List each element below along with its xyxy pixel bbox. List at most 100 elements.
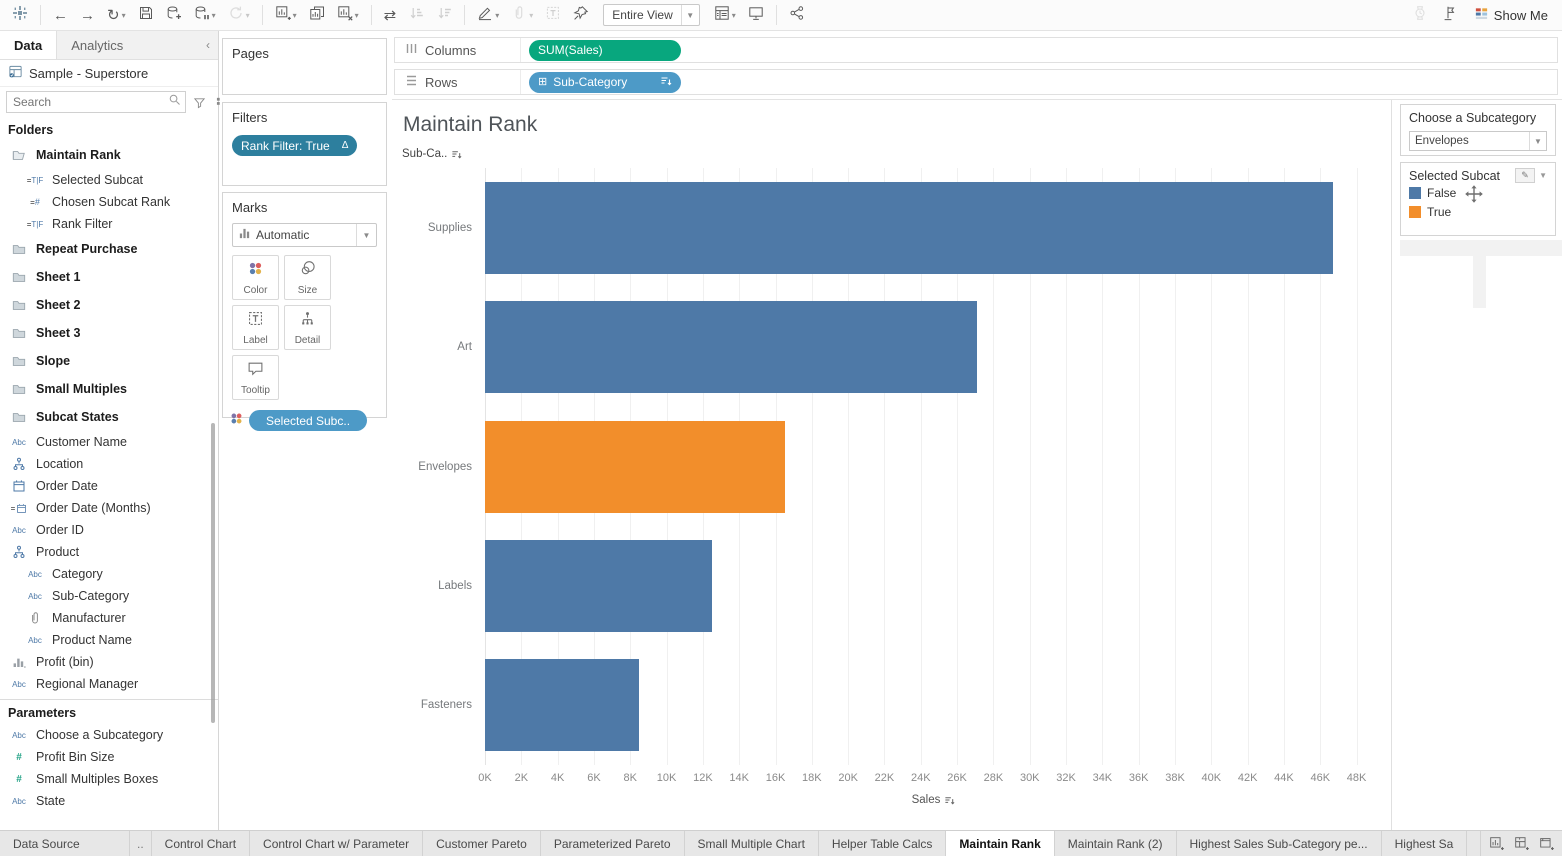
row-label-supplies[interactable]: Supplies <box>427 221 472 234</box>
sheet-tab-highest-sa[interactable]: Highest Sa <box>1381 831 1468 856</box>
highlight-icon[interactable]: ▾ <box>471 2 505 28</box>
sheet-tab-data-source[interactable]: Data Source <box>0 831 130 856</box>
filter-fields-icon[interactable] <box>190 96 209 109</box>
field-selected-subcat[interactable]: =T|F Selected Subcat <box>0 169 218 191</box>
field-product[interactable]: Product <box>0 541 218 563</box>
save-icon[interactable] <box>132 2 160 28</box>
chevron-down-icon[interactable]: ▾ <box>354 10 359 20</box>
show-mark-labels-icon[interactable] <box>539 2 567 28</box>
row-label-envelopes[interactable]: Envelopes <box>418 460 472 473</box>
field-profit-bin-[interactable]: Profit (bin) <box>0 651 218 673</box>
search-box[interactable] <box>6 91 186 113</box>
chevron-down-icon[interactable]: ▾ <box>292 10 297 20</box>
columns-shelf[interactable]: Columns SUM(Sales) <box>394 37 1558 63</box>
field-customer-name[interactable]: Abc Customer Name <box>0 431 218 453</box>
parameter-state[interactable]: Abc State <box>0 790 218 812</box>
field-order-date-months-[interactable]: = Order Date (Months) <box>0 497 218 519</box>
chevron-down-icon[interactable]: ▾ <box>529 10 534 20</box>
chevron-down-icon[interactable]: ▼ <box>1529 132 1546 150</box>
chevron-down-icon[interactable]: ▼ <box>356 224 376 246</box>
flag-icon[interactable] <box>1434 2 1462 28</box>
new-story-tab-icon[interactable] <box>1535 831 1558 856</box>
group-members-icon[interactable]: ▾ <box>505 2 539 28</box>
new-worksheet-icon[interactable]: ▾ <box>269 2 303 28</box>
presentation-mode-icon[interactable] <box>742 2 770 28</box>
pause-auto-updates-icon[interactable]: ▾ <box>188 2 222 28</box>
field-slope[interactable]: Slope <box>0 347 218 375</box>
field-manufacturer[interactable]: Manufacturer <box>0 607 218 629</box>
rows-shelf[interactable]: Rows ⊞ Sub-Category <box>394 69 1558 95</box>
swap-rows-columns-icon[interactable]: ⇄ <box>383 6 397 24</box>
field-chosen-subcat-rank[interactable]: =# Chosen Subcat Rank <box>0 191 218 213</box>
field-rank-filter[interactable]: =T|F Rank Filter <box>0 213 218 235</box>
undo-icon[interactable]: ← <box>53 6 68 24</box>
new-worksheet-tab-icon[interactable] <box>1485 831 1508 856</box>
parameter-small-multiples-boxes[interactable]: # Small Multiples Boxes <box>0 768 218 790</box>
field-small-multiples[interactable]: Small Multiples <box>0 375 218 403</box>
legend-item-true[interactable]: True <box>1409 202 1547 221</box>
row-field-header[interactable]: Sub-Ca.. <box>402 148 462 160</box>
redo-icon[interactable]: → <box>80 6 95 24</box>
field-product-name[interactable]: Abc Product Name <box>0 629 218 651</box>
show-me-button[interactable]: Show Me <box>1466 6 1556 24</box>
run-auto-updates-icon[interactable]: ▾ <box>222 2 256 28</box>
parameter-choose-a-subcategory[interactable]: Abc Choose a Subcategory <box>0 724 218 746</box>
bar-fasteners[interactable] <box>485 659 640 752</box>
pill-sum-sales[interactable]: SUM(Sales) <box>529 39 681 61</box>
sheet-tab-helper-table-calcs[interactable]: Helper Table Calcs <box>818 831 947 856</box>
watch-performance-icon[interactable] <box>1406 2 1434 28</box>
clear-sheet-icon[interactable]: ▾ <box>331 2 365 28</box>
field-order-id[interactable]: Abc Order ID <box>0 519 218 541</box>
bar-labels[interactable] <box>485 539 712 632</box>
sheet-tab-maintain-rank-2-[interactable]: Maintain Rank (2) <box>1054 831 1177 856</box>
fix-axes-icon[interactable] <box>567 2 595 28</box>
size-button[interactable]: Size <box>284 255 331 300</box>
show-hide-cards-icon[interactable]: ▾ <box>708 2 742 28</box>
fit-selector[interactable]: Entire View ▼ <box>603 4 700 26</box>
bar-art[interactable] <box>485 301 978 394</box>
field-category[interactable]: Abc Category <box>0 563 218 585</box>
bar-envelopes[interactable] <box>485 420 785 513</box>
expand-hierarchy-icon[interactable]: ⊞ <box>538 75 548 88</box>
field-regional-manager[interactable]: Abc Regional Manager <box>0 673 218 695</box>
field-order-date[interactable]: Order Date <box>0 475 218 497</box>
row-label-art[interactable]: Art <box>457 341 472 354</box>
tooltip-button[interactable]: Tooltip <box>232 355 279 400</box>
chevron-down-icon[interactable]: ▾ <box>245 10 250 20</box>
tableau-logo-icon[interactable] <box>6 2 34 28</box>
tab-scroll-control[interactable]: .. <box>130 831 152 856</box>
datasource-item[interactable]: Sample - Superstore <box>0 60 218 87</box>
parameter-profit-bin-size[interactable]: # Profit Bin Size <box>0 746 218 768</box>
search-input[interactable] <box>13 95 168 109</box>
tab-data[interactable]: Data <box>0 31 58 59</box>
field-location[interactable]: Location <box>0 453 218 475</box>
chevron-down-icon[interactable]: ▼ <box>680 5 699 25</box>
sheet-tab-control-chart-w-parameter[interactable]: Control Chart w/ Parameter <box>250 831 424 856</box>
marks-pill-selected-subcat[interactable]: Selected Subc.. <box>249 410 367 431</box>
sheet-tab-control-chart[interactable]: Control Chart <box>151 831 251 856</box>
new-dashboard-tab-icon[interactable] <box>1510 831 1533 856</box>
color-legend[interactable]: Selected Subcat ✎ ▼ False True <box>1400 162 1556 236</box>
collapse-pane-icon[interactable]: ‹ <box>206 38 210 52</box>
bar-supplies[interactable] <box>485 181 1333 274</box>
add-data-source-icon[interactable] <box>160 2 188 28</box>
x-axis[interactable]: 0K 2K 4K 6K 8K 10K 12K 14K 16K 18K 20K 22K 24K 26K 28K… <box>478 772 1382 786</box>
chevron-down-icon[interactable]: ▾ <box>731 10 736 20</box>
share-workbook-icon[interactable] <box>783 2 811 28</box>
sort-ascending-icon[interactable] <box>402 2 430 28</box>
field-sheet-2[interactable]: Sheet 2 <box>0 291 218 319</box>
chevron-down-icon[interactable]: ▾ <box>495 10 500 20</box>
legend-item-false[interactable]: False <box>1409 183 1547 202</box>
field-sheet-1[interactable]: Sheet 1 <box>0 263 218 291</box>
field-sub-category[interactable]: Abc Sub-Category <box>0 585 218 607</box>
color-button[interactable]: Color <box>232 255 279 300</box>
field-maintain-rank[interactable]: Maintain Rank <box>0 141 218 169</box>
sheet-tab-parameterized-pareto[interactable]: Parameterized Pareto <box>540 831 685 856</box>
row-label-fasteners[interactable]: Fasteners <box>420 699 472 712</box>
field-repeat-purchase[interactable]: Repeat Purchase <box>0 235 218 263</box>
sheet-tab-small-multiple-chart[interactable]: Small Multiple Chart <box>684 831 819 856</box>
sheet-tab-maintain-rank[interactable]: Maintain Rank <box>946 831 1055 856</box>
sort-icon[interactable] <box>660 75 672 90</box>
label-button[interactable]: Label <box>232 305 279 350</box>
filter-pill-rank-filter[interactable]: Rank Filter: True Δ <box>232 135 358 156</box>
